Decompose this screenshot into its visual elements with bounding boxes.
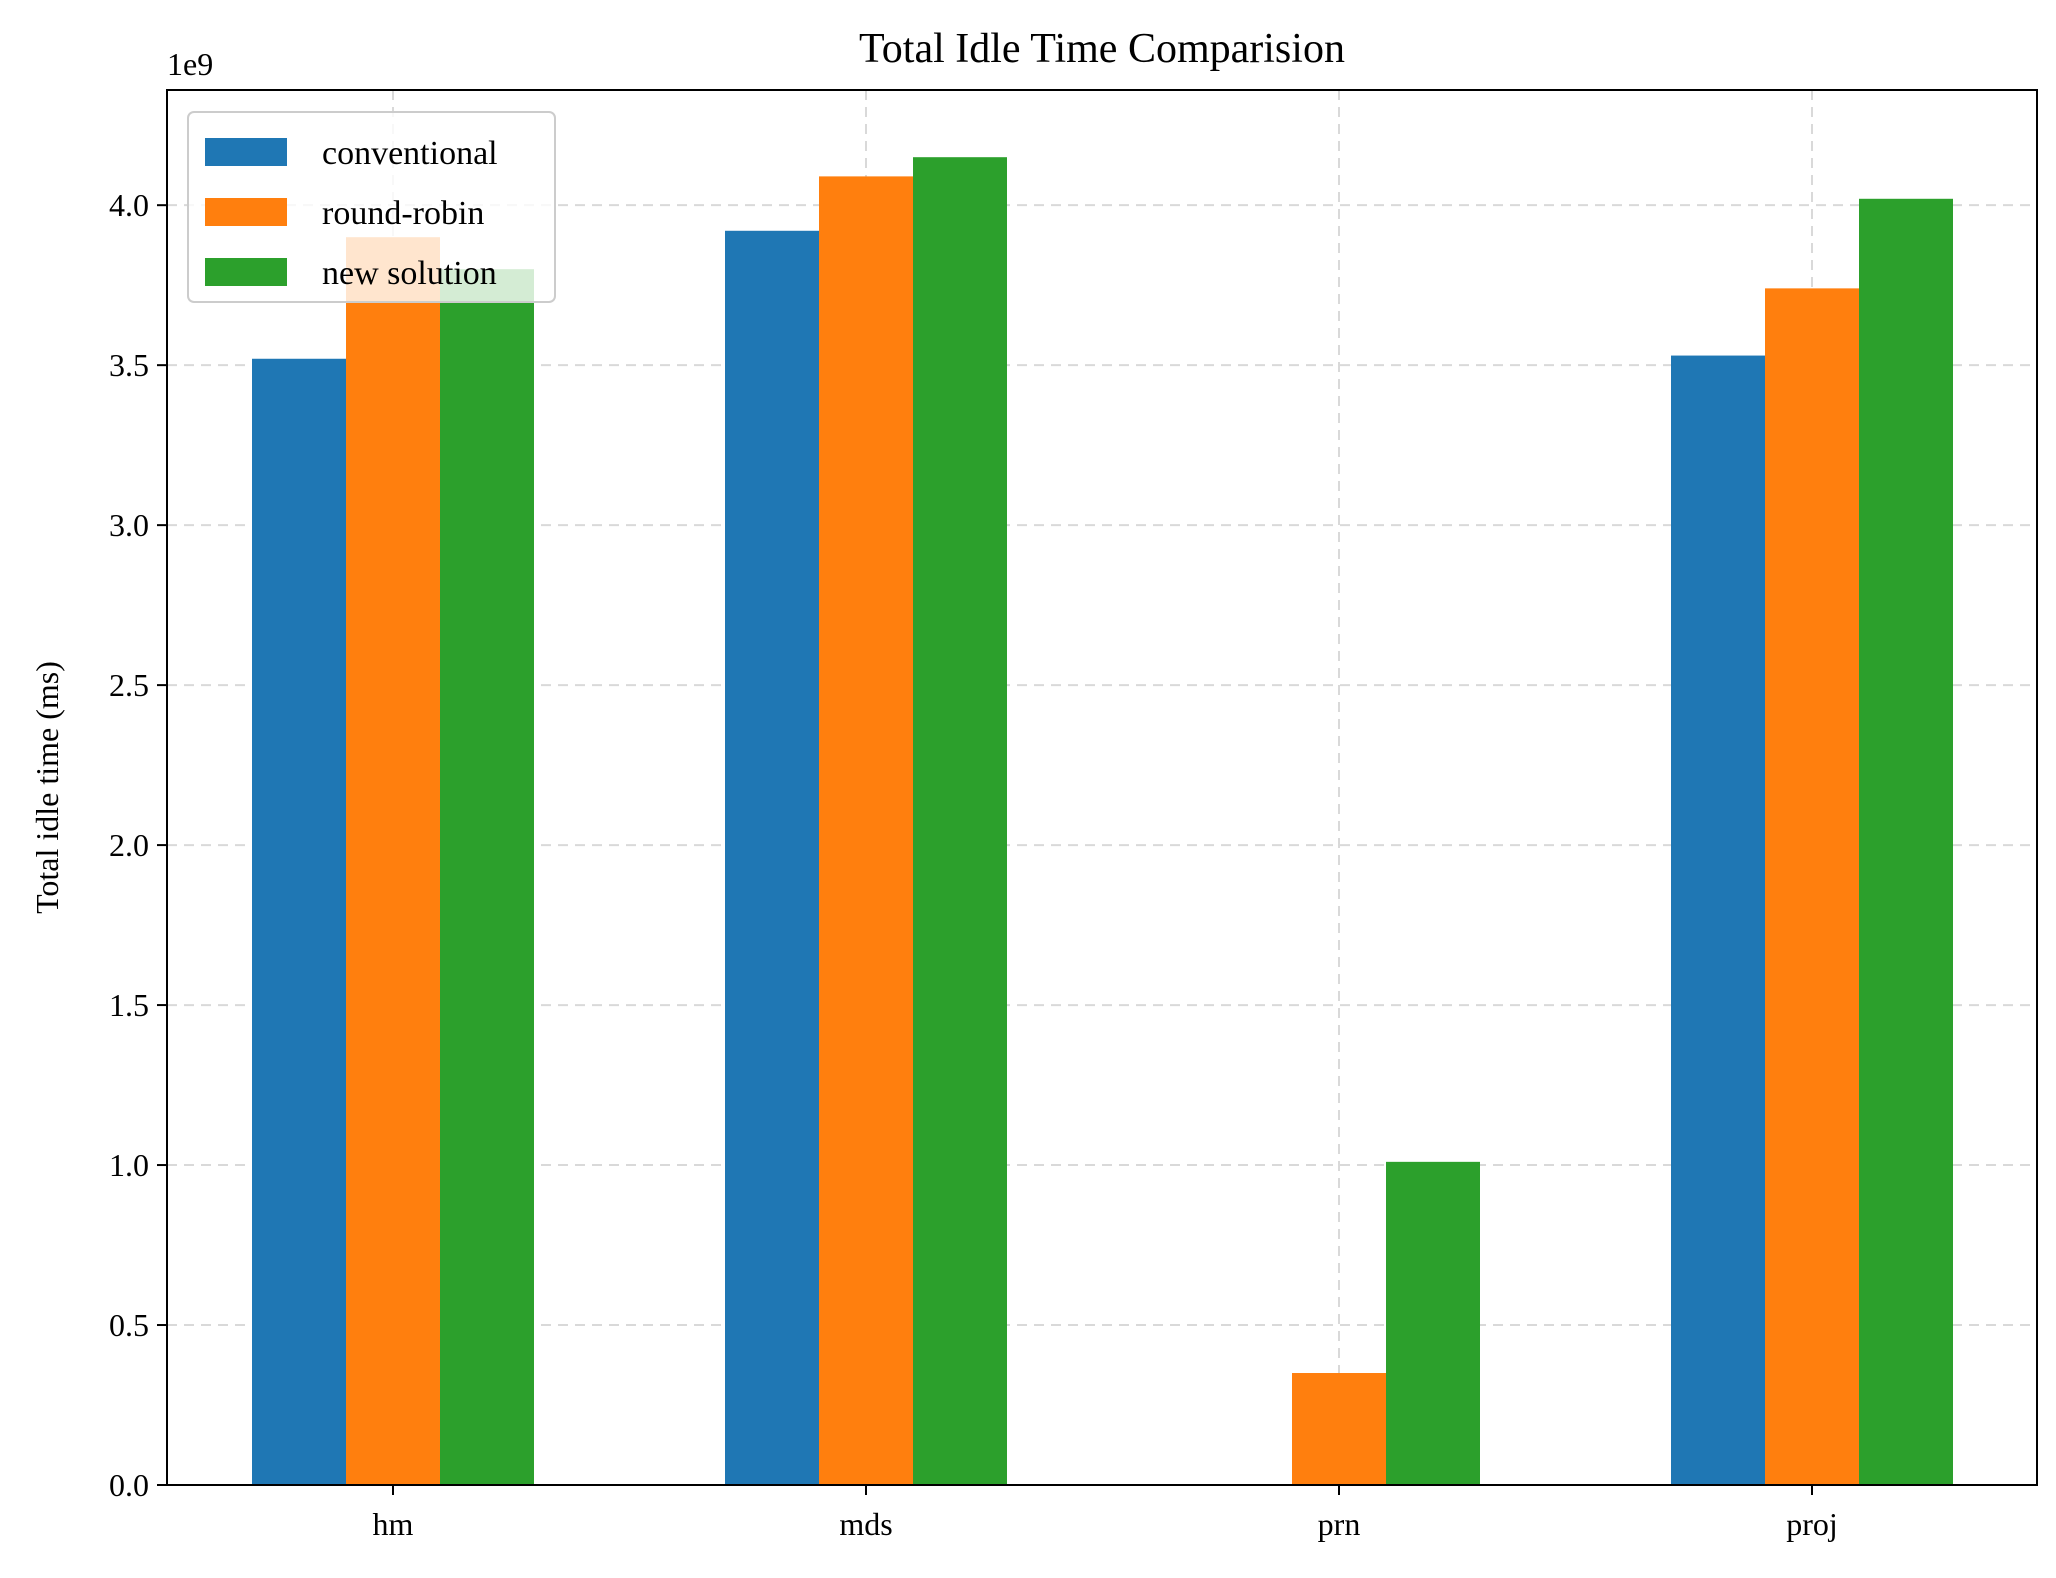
bar-round-robin-mds: [819, 176, 913, 1486]
bar-conventional-proj: [1671, 355, 1765, 1486]
bar-conventional-hm: [252, 358, 346, 1485]
legend-swatch: [205, 138, 287, 166]
legend-label: conventional: [322, 135, 498, 172]
bar-round-robin-proj: [1765, 288, 1859, 1485]
legend: conventional round-robin new solution: [187, 111, 556, 303]
x-tick-label: mds: [839, 1506, 892, 1542]
y-tick-label: 3.0: [109, 507, 149, 543]
bar-round-robin-prn: [1292, 1373, 1386, 1485]
legend-swatch: [205, 258, 287, 286]
bar-new-solution-prn: [1386, 1161, 1480, 1485]
bar-conventional-mds: [725, 230, 819, 1486]
y-tick-label: 4.0: [109, 187, 149, 223]
y-tick-label: 1.5: [109, 987, 149, 1023]
y-axis-offset-label: 1e9: [167, 46, 213, 82]
bar-new-solution-hm: [440, 269, 534, 1485]
y-axis-label: Total idle time (ms): [29, 661, 65, 914]
y-tick-label: 2.0: [109, 827, 149, 863]
legend-label: new solution: [322, 255, 497, 292]
chart-title: Total Idle Time Comparision: [859, 26, 1345, 72]
x-tick-label: proj: [1786, 1506, 1838, 1542]
x-tick-label: prn: [1318, 1506, 1361, 1542]
plot-frame: [166, 89, 2038, 1486]
y-tick-label: 0.0: [109, 1467, 149, 1503]
bar-round-robin-hm: [346, 237, 440, 1485]
y-tick-label: 3.5: [109, 347, 149, 383]
x-axis: hm mds prn proj: [373, 1485, 1838, 1542]
y-tick-label: 2.5: [109, 667, 149, 703]
legend-swatch: [205, 198, 287, 226]
bars-layer: [252, 157, 1953, 1486]
y-tick-label: 1.0: [109, 1147, 149, 1183]
y-axis: 0.0 0.5 1.0 1.5 2.0 2.5 3.0 3.5 4.0: [109, 187, 167, 1503]
legend-label: round-robin: [322, 195, 484, 232]
bar-new-solution-mds: [913, 157, 1007, 1485]
bar-new-solution-proj: [1859, 198, 1953, 1485]
x-tick-label: hm: [373, 1506, 414, 1542]
y-tick-label: 0.5: [109, 1307, 149, 1343]
